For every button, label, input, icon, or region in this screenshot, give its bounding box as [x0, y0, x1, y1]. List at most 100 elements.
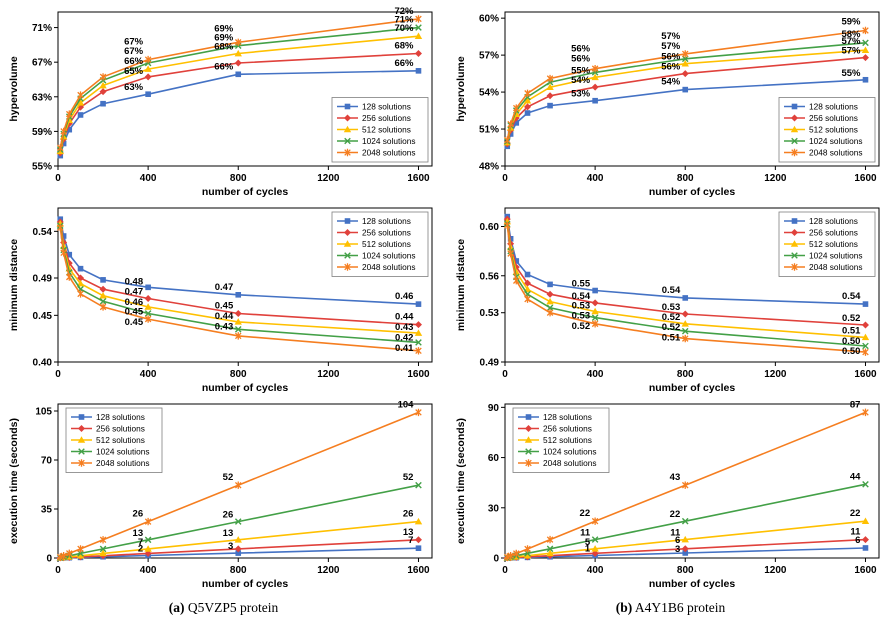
svg-text:43: 43: [669, 472, 680, 483]
series: [56, 408, 422, 562]
svg-text:57%: 57%: [661, 31, 681, 42]
svg-text:0: 0: [55, 565, 61, 576]
svg-text:512 solutions: 512 solutions: [809, 239, 858, 249]
svg-text:72%: 72%: [394, 6, 414, 17]
charts-grid: 55% 59% 63% 67% 71% 0 400 800 1200 1600 number of …: [0, 6, 894, 590]
figure: 55% 59% 63% 67% 71% 0 400 800 1200 1600 number of …: [0, 6, 894, 616]
svg-text:0.50: 0.50: [841, 346, 860, 357]
svg-text:0: 0: [493, 554, 499, 565]
svg-text:1200: 1200: [764, 173, 787, 184]
svg-text:68%: 68%: [214, 42, 234, 53]
series: [56, 216, 422, 355]
svg-text:512 solutions: 512 solutions: [96, 435, 145, 445]
svg-text:55%: 55%: [571, 65, 591, 76]
data-labels: 0.550.540.530.530.520.540.530.520.520.51…: [571, 279, 861, 358]
svg-text:1200: 1200: [317, 565, 340, 576]
svg-text:400: 400: [586, 565, 603, 576]
svg-text:26: 26: [132, 509, 143, 520]
series-2048-solutions: [503, 26, 869, 144]
svg-text:59%: 59%: [31, 127, 51, 138]
svg-text:1024 solutions: 1024 solutions: [96, 447, 150, 457]
svg-text:2048 solutions: 2048 solutions: [362, 262, 416, 272]
svg-text:2: 2: [137, 543, 142, 554]
svg-text:0.52: 0.52: [661, 312, 680, 323]
svg-text:0.48: 0.48: [124, 276, 143, 287]
svg-text:1024 solutions: 1024 solutions: [809, 136, 863, 146]
svg-text:48%: 48%: [478, 162, 498, 173]
svg-text:0: 0: [55, 369, 61, 380]
svg-text:56%: 56%: [571, 53, 591, 64]
svg-text:400: 400: [139, 173, 156, 184]
svg-text:number of cycles: number of cycles: [648, 578, 735, 590]
svg-text:51%: 51%: [478, 125, 498, 136]
chart-hypervolume-a4y1b6: 48% 51% 54% 57% 60% 0 400 800 1200 1600 number of …: [455, 11, 879, 198]
svg-text:256 solutions: 256 solutions: [809, 228, 858, 238]
svg-text:26: 26: [222, 510, 233, 521]
caption-a: (a) Q5VZP5 protein: [0, 600, 447, 616]
svg-text:minimum distance: minimum distance: [455, 239, 467, 331]
svg-text:1024 solutions: 1024 solutions: [809, 251, 863, 261]
series: [503, 26, 869, 150]
svg-text:1200: 1200: [317, 369, 340, 380]
svg-text:0.44: 0.44: [394, 312, 413, 323]
svg-text:11: 11: [580, 528, 591, 539]
svg-text:66%: 66%: [124, 56, 144, 67]
svg-text:1600: 1600: [854, 173, 877, 184]
series-2048-solutions: [503, 408, 869, 561]
series-2048-solutions: [503, 221, 869, 356]
svg-text:0.45: 0.45: [124, 317, 143, 328]
svg-text:2048 solutions: 2048 solutions: [809, 262, 863, 272]
svg-text:execution time (seconds): execution time (seconds): [455, 418, 467, 544]
svg-text:execution time (seconds): execution time (seconds): [8, 418, 20, 544]
data-labels: 53%54%55%56%56%54%56%56%57%57%55%57%57%5…: [571, 16, 861, 99]
svg-text:70%: 70%: [394, 23, 414, 34]
svg-text:512 solutions: 512 solutions: [362, 239, 411, 249]
svg-text:0.42: 0.42: [394, 332, 413, 343]
svg-text:0: 0: [502, 173, 508, 184]
svg-text:1024 solutions: 1024 solutions: [362, 136, 416, 146]
svg-text:number of cycles: number of cycles: [648, 382, 735, 394]
caption-b: (b) A4Y1B6 protein: [447, 600, 894, 616]
svg-text:400: 400: [586, 173, 603, 184]
svg-text:7: 7: [408, 535, 413, 546]
svg-text:58%: 58%: [841, 29, 861, 40]
svg-text:6: 6: [674, 535, 679, 546]
svg-text:59%: 59%: [841, 16, 861, 27]
svg-text:0.51: 0.51: [841, 325, 860, 336]
svg-text:number of cycles: number of cycles: [201, 186, 288, 198]
svg-text:0.53: 0.53: [661, 302, 680, 313]
svg-text:67%: 67%: [31, 58, 51, 69]
svg-text:0.45: 0.45: [214, 300, 233, 311]
svg-text:71%: 71%: [31, 23, 51, 34]
svg-text:52: 52: [402, 472, 413, 483]
svg-text:0.53: 0.53: [571, 311, 590, 322]
svg-text:5: 5: [584, 537, 590, 548]
svg-text:6: 6: [855, 535, 860, 546]
svg-text:800: 800: [229, 173, 246, 184]
caption-a-text: Q5VZP5 protein: [187, 600, 279, 615]
svg-text:0.53: 0.53: [571, 300, 590, 311]
svg-text:68%: 68%: [394, 41, 414, 52]
svg-text:0.60: 0.60: [479, 222, 499, 233]
svg-text:104: 104: [397, 399, 414, 410]
svg-text:0.56: 0.56: [479, 271, 499, 282]
svg-text:256 solutions: 256 solutions: [96, 424, 145, 434]
svg-text:22: 22: [849, 508, 860, 519]
svg-text:30: 30: [487, 503, 499, 514]
svg-text:3: 3: [674, 544, 679, 555]
svg-text:0.46: 0.46: [394, 291, 413, 302]
svg-text:256 solutions: 256 solutions: [809, 113, 858, 123]
svg-text:13: 13: [402, 527, 413, 538]
svg-text:minimum distance: minimum distance: [8, 239, 20, 331]
svg-text:800: 800: [676, 565, 693, 576]
series-2048-solutions: [56, 15, 422, 152]
svg-text:63%: 63%: [31, 92, 51, 103]
svg-text:0.51: 0.51: [661, 333, 680, 344]
caption-b-text: A4Y1B6 protein: [634, 600, 726, 615]
svg-text:44: 44: [849, 471, 860, 482]
data-labels: 63%65%66%67%67%66%68%69%69%66%68%70%71%7…: [124, 6, 414, 93]
chart-min-distance-a4y1b6: 0.49 0.53 0.56 0.60 0 400 800 1200 1600 number of…: [455, 207, 879, 394]
